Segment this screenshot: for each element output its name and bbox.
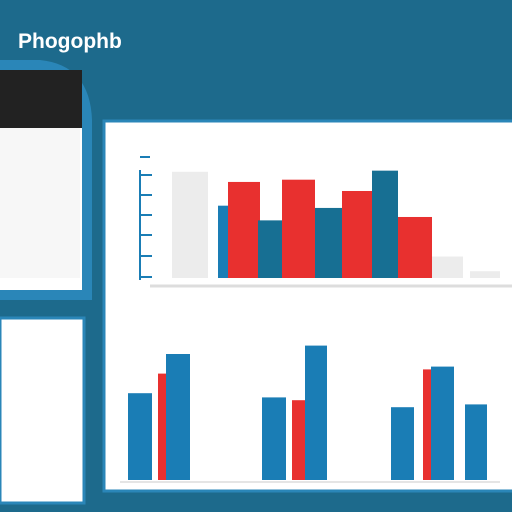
bar — [158, 373, 166, 480]
left-panel-body — [0, 128, 80, 278]
bar — [228, 181, 260, 278]
bar — [166, 354, 190, 480]
axis-ticks — [139, 156, 152, 280]
bar — [342, 190, 372, 278]
app-title: Phogophb — [18, 30, 122, 53]
bar — [262, 397, 286, 480]
bar — [292, 400, 305, 480]
bar — [128, 393, 152, 480]
bar — [431, 366, 454, 480]
bar — [470, 271, 500, 278]
bar — [398, 216, 432, 278]
bar — [465, 404, 487, 480]
left-panel-header — [0, 70, 82, 128]
left-lower-panel — [0, 316, 86, 505]
bar — [372, 170, 398, 278]
bar — [391, 407, 414, 480]
bar — [423, 369, 431, 480]
bar — [315, 207, 342, 278]
bar — [172, 171, 208, 278]
bar — [432, 256, 463, 278]
bar — [258, 220, 282, 278]
bar — [305, 345, 327, 480]
bar — [218, 205, 228, 278]
bar — [282, 179, 315, 278]
